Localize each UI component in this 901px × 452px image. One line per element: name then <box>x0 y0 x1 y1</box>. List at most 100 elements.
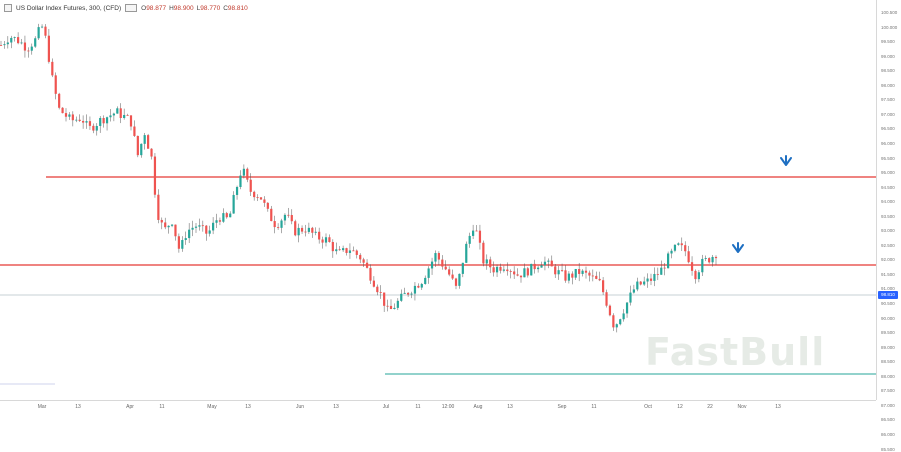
candle <box>140 143 143 158</box>
candle <box>235 185 239 200</box>
candle <box>335 242 338 255</box>
candle <box>164 217 167 230</box>
y-tick-label: 92.500 <box>881 242 895 248</box>
ohlc-label: L <box>196 4 201 12</box>
candle <box>300 225 304 234</box>
candle <box>174 224 177 241</box>
candle <box>273 215 276 234</box>
candle <box>495 264 499 277</box>
candle <box>147 133 150 149</box>
candle <box>417 283 420 289</box>
y-tick-label: 87.000 <box>881 402 895 408</box>
candle <box>328 234 331 243</box>
y-tick-label: 96.000 <box>881 140 895 146</box>
candle <box>619 318 622 326</box>
candle <box>660 260 663 275</box>
candle <box>143 132 146 150</box>
arrow-down-icon[interactable] <box>732 242 744 253</box>
y-tick-label: 88.000 <box>881 373 895 379</box>
candle <box>407 292 410 297</box>
candle <box>571 271 574 285</box>
candle <box>167 225 170 234</box>
candle <box>383 292 386 312</box>
x-tick-label: 11 <box>415 404 421 410</box>
price-axis[interactable]: 100.500 100.000 99.500 99.000 98.500 98.000 97… <box>876 0 901 452</box>
candle <box>136 135 139 158</box>
candle <box>99 116 102 133</box>
candle <box>92 123 95 134</box>
candle <box>612 313 615 331</box>
candle <box>677 242 680 246</box>
y-tick-label: 88.500 <box>881 359 895 365</box>
y-tick-label: 99.500 <box>881 39 895 45</box>
y-tick-label: 93.500 <box>881 213 895 219</box>
candle <box>222 208 225 223</box>
candle <box>58 92 61 110</box>
candle <box>253 190 256 201</box>
candle <box>639 281 642 286</box>
candle <box>714 255 718 266</box>
candle <box>82 115 85 129</box>
candle <box>598 271 601 282</box>
candle <box>567 271 570 284</box>
candle <box>266 202 269 212</box>
candle <box>519 275 523 283</box>
y-tick-label: 94.000 <box>881 199 895 205</box>
candle <box>184 231 187 245</box>
x-tick-label: Apr <box>126 404 134 410</box>
candle <box>667 251 670 269</box>
candle <box>711 254 714 267</box>
candle <box>427 266 430 284</box>
candle <box>680 237 683 252</box>
candle <box>246 167 249 183</box>
symbol-title[interactable]: US Dollar Index Futures, 300, (CFD) <box>16 4 122 12</box>
candle <box>331 239 334 258</box>
candle <box>410 291 413 299</box>
candle <box>102 115 105 128</box>
candle <box>342 245 345 252</box>
time-axis[interactable]: Mar 13 Apr 11 May 13 Jun 13 Jul 11 12:00 Aug 13 Sep 11… <box>0 400 876 415</box>
candle <box>75 116 78 123</box>
y-tick-label: 93.000 <box>881 228 895 234</box>
y-tick-label: 90.000 <box>881 315 895 321</box>
candle <box>40 24 44 29</box>
ohlc-value: 98.770 <box>200 4 221 12</box>
candle <box>379 285 382 299</box>
candle <box>636 277 639 292</box>
candle <box>109 109 112 122</box>
candle <box>526 266 529 278</box>
collapse-icon[interactable] <box>4 4 12 12</box>
candle <box>68 112 71 120</box>
candle <box>215 213 218 229</box>
x-tick-label: 13 <box>75 404 81 410</box>
chart-header: US Dollar Index Futures, 300, (CFD) O98.… <box>4 2 251 14</box>
candle <box>708 257 711 264</box>
candle <box>129 115 133 131</box>
candle <box>324 233 328 247</box>
candle <box>54 72 57 100</box>
candle <box>348 243 352 259</box>
y-tick-label: 89.000 <box>881 344 895 350</box>
candle <box>643 276 646 286</box>
candle <box>112 112 115 122</box>
candle <box>64 108 68 122</box>
candle <box>3 40 6 49</box>
candle <box>492 261 495 277</box>
arrow-down-icon[interactable] <box>780 155 792 166</box>
candle <box>533 259 536 274</box>
candle <box>588 270 591 282</box>
candle <box>27 47 30 58</box>
candle <box>119 103 122 124</box>
x-tick-label: 11 <box>591 404 597 410</box>
candle <box>513 266 516 279</box>
x-tick-label: Nov <box>737 404 747 410</box>
candle <box>20 38 23 45</box>
compare-icon[interactable] <box>125 4 138 12</box>
y-tick-label: 96.500 <box>881 126 895 132</box>
y-tick-label: 90.500 <box>881 301 895 306</box>
candle <box>359 253 362 264</box>
price-chart[interactable] <box>0 0 901 414</box>
candle <box>259 197 263 200</box>
candle <box>441 255 444 270</box>
candle <box>290 209 293 225</box>
